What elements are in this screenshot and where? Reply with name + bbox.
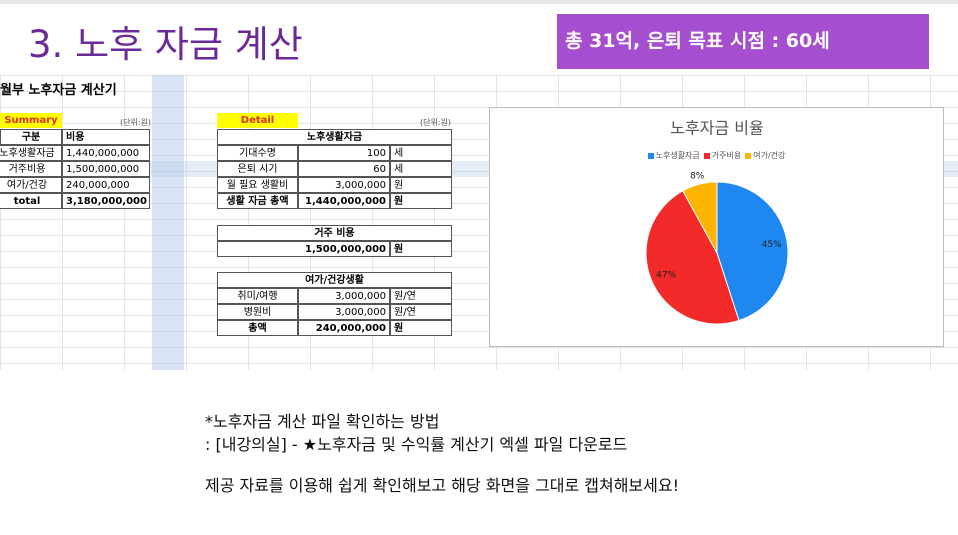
table-cell: 1,440,000,000	[298, 193, 390, 209]
chart-title: 노후자금 비율	[670, 119, 763, 138]
table-cell: 총액	[217, 320, 298, 336]
table-cell: 원	[390, 193, 452, 209]
note-line: 제공 자료를 이용해 쉽게 확인해보고 해당 화면을 그대로 캡쳐해보세요!	[205, 476, 679, 495]
pie-slice	[716, 181, 789, 322]
table-header: 비용	[62, 129, 150, 145]
table-cell: 240,000,000	[298, 320, 390, 336]
legend-item: 여가/건강	[745, 150, 785, 161]
table-cell: 병원비	[217, 304, 298, 320]
table-cell: 노후생활자금	[0, 145, 62, 161]
table-header: 여가/건강생활	[217, 272, 452, 288]
table-cell: 1,440,000,000	[62, 145, 150, 161]
table-cell: 원/연	[390, 288, 452, 304]
legend-swatch	[703, 152, 710, 159]
table-cell: 3,000,000	[298, 288, 390, 304]
table-header: 거주 비용	[217, 225, 452, 241]
summary-tag: Summary	[0, 113, 62, 128]
table-header: 구분	[0, 129, 62, 145]
summary-badge: 총 31억, 은퇴 목표 시점 : 60세	[557, 14, 929, 69]
table-cell: 원/연	[390, 304, 452, 320]
legend-label: 노후생활자금	[655, 151, 700, 160]
table-cell: 원	[390, 320, 452, 336]
table-cell: 원	[390, 241, 452, 257]
legend-swatch	[745, 152, 752, 159]
column-highlight	[152, 75, 184, 370]
table-cell: 60	[298, 161, 390, 177]
table-cell: 3,000,000	[298, 304, 390, 320]
unit-label: (단위:원)	[420, 118, 452, 127]
legend-item: 노후생활자금	[647, 150, 700, 161]
data-label: 8%	[690, 171, 705, 181]
legend-swatch	[647, 152, 654, 159]
detail-tag: Detail	[217, 113, 298, 128]
table-cell: 240,000,000	[62, 177, 150, 193]
legend: 노후생활자금 거주비용 여가/건강	[489, 150, 944, 161]
legend-item: 거주비용	[703, 150, 742, 161]
table-cell: 3,000,000	[298, 177, 390, 193]
sheet-title: 월부 노후자금 계산기	[0, 83, 117, 98]
data-label: 45%	[762, 240, 782, 250]
table-cell: 3,180,000,000	[62, 193, 150, 209]
data-label: 47%	[656, 270, 676, 280]
table-cell: 월 필요 생활비	[217, 177, 298, 193]
table-cell: 세	[390, 145, 452, 161]
table-cell: 은퇴 시기	[217, 161, 298, 177]
table-cell: 거주비용	[0, 161, 62, 177]
table-cell: 100	[298, 145, 390, 161]
table-cell: 원	[390, 177, 452, 193]
pie-chart: 노후자금 비율 45% 47% 8%	[645, 119, 789, 325]
top-bar	[0, 0, 958, 4]
table-header: 노후생활자금	[217, 129, 452, 145]
note-line: : [내강의실] - ★노후자금 및 수익률 계산기 엑셀 파일 다운로드	[205, 435, 628, 454]
table-cell: 여가/건강	[0, 177, 62, 193]
slide-title: 3. 노후 자금 계산	[28, 23, 303, 66]
table-cell: 세	[390, 161, 452, 177]
table-cell: 1,500,000,000	[217, 241, 390, 257]
table-cell: total	[0, 193, 62, 209]
table-cell: 취미/여행	[217, 288, 298, 304]
legend-label: 거주비용	[711, 151, 742, 160]
note-line: *노후자금 계산 파일 확인하는 방법	[205, 412, 440, 431]
legend-label: 여가/건강	[753, 151, 786, 160]
pie-slice	[682, 181, 718, 254]
table-cell: 기대수명	[217, 145, 298, 161]
table-cell: 1,500,000,000	[62, 161, 150, 177]
unit-label: (단위:원)	[120, 118, 152, 127]
pie-slice	[645, 190, 740, 325]
table-cell: 생활 자금 총액	[217, 193, 298, 209]
